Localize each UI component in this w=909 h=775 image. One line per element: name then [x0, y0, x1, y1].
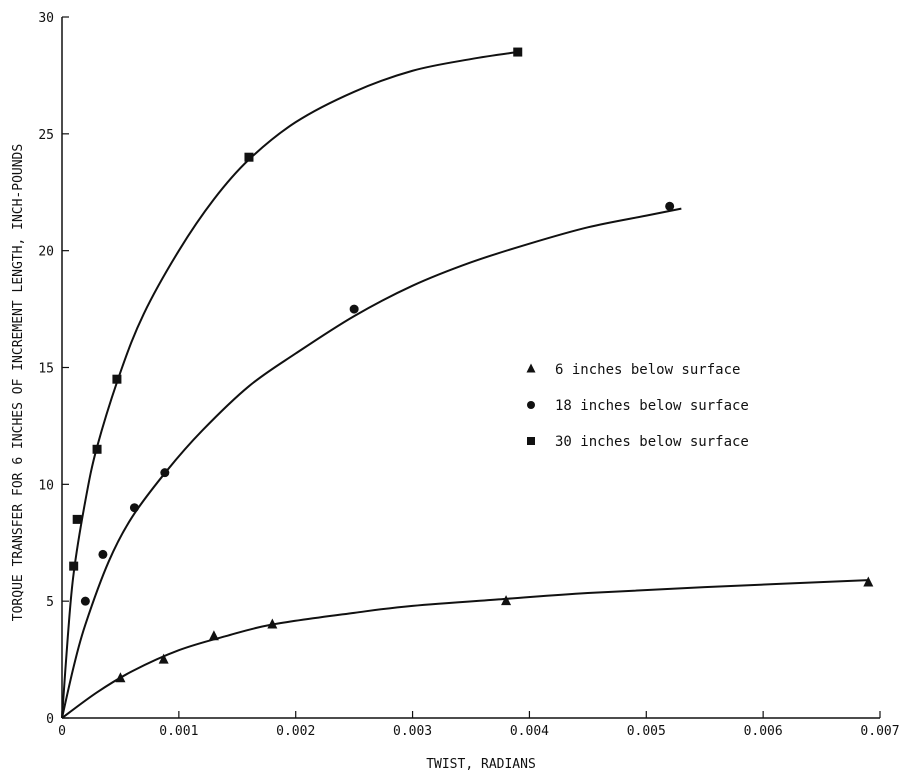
y-tick-label: 15	[38, 362, 54, 377]
x-tick-label: 0.005	[627, 724, 666, 739]
fitted-curves	[61, 51, 869, 719]
y-tick-label: 10	[38, 478, 54, 493]
data-points	[69, 47, 874, 683]
data-point-circle	[665, 201, 675, 211]
data-point-triangle	[501, 595, 512, 606]
data-point-circle	[98, 549, 108, 559]
y-tick-label: 30	[38, 11, 54, 26]
legend-label: 30 inches below surface	[555, 434, 749, 450]
data-point-circle	[80, 596, 90, 606]
legend: 6 inches below surface 18 inches below su…	[526, 362, 749, 450]
data-point-square	[112, 374, 122, 384]
legend-label: 18 inches below surface	[555, 398, 749, 414]
data-point-square	[92, 444, 102, 454]
y-tick-label: 20	[38, 245, 54, 260]
x-tick-label: 0.003	[393, 724, 432, 739]
data-point-triangle	[115, 672, 126, 683]
axes: 0 0.001 0.002 0.003 0.004 0.005 0.006 0.007 0 5 10…	[38, 11, 899, 739]
series-curve-circle	[61, 207, 682, 719]
legend-marker-circle	[527, 401, 535, 409]
legend-marker-triangle	[526, 363, 536, 373]
y-tick-label: 25	[38, 128, 54, 143]
x-axis-title: TWIST, RADIANS	[426, 757, 536, 772]
x-tick-label: 0.004	[510, 724, 549, 739]
data-point-triangle	[208, 630, 219, 641]
data-point-square	[72, 514, 82, 524]
y-tick-label: 5	[46, 595, 54, 610]
x-tick-label: 0	[58, 724, 66, 739]
data-point-circle	[349, 304, 359, 314]
data-point-circle	[160, 468, 170, 478]
data-point-circle	[129, 503, 139, 513]
data-point-triangle	[158, 653, 169, 664]
data-point-square	[69, 561, 79, 571]
y-axis-title: TORQUE TRANSFER FOR 6 INCHES OF INCREMEN…	[11, 144, 26, 621]
series-curve-triangle	[61, 579, 869, 719]
x-tick-label: 0.006	[744, 724, 783, 739]
x-tick-label: 0.007	[860, 724, 899, 739]
legend-marker-square	[527, 437, 535, 445]
data-point-triangle	[267, 618, 278, 629]
data-point-square	[513, 47, 523, 57]
legend-label: 6 inches below surface	[555, 362, 740, 378]
x-tick-label: 0.002	[276, 724, 315, 739]
data-point-square	[244, 152, 254, 162]
data-point-triangle	[863, 576, 874, 587]
y-tick-label: 0	[46, 712, 54, 727]
x-tick-label: 0.001	[159, 724, 198, 739]
series-curve-square	[61, 51, 518, 719]
